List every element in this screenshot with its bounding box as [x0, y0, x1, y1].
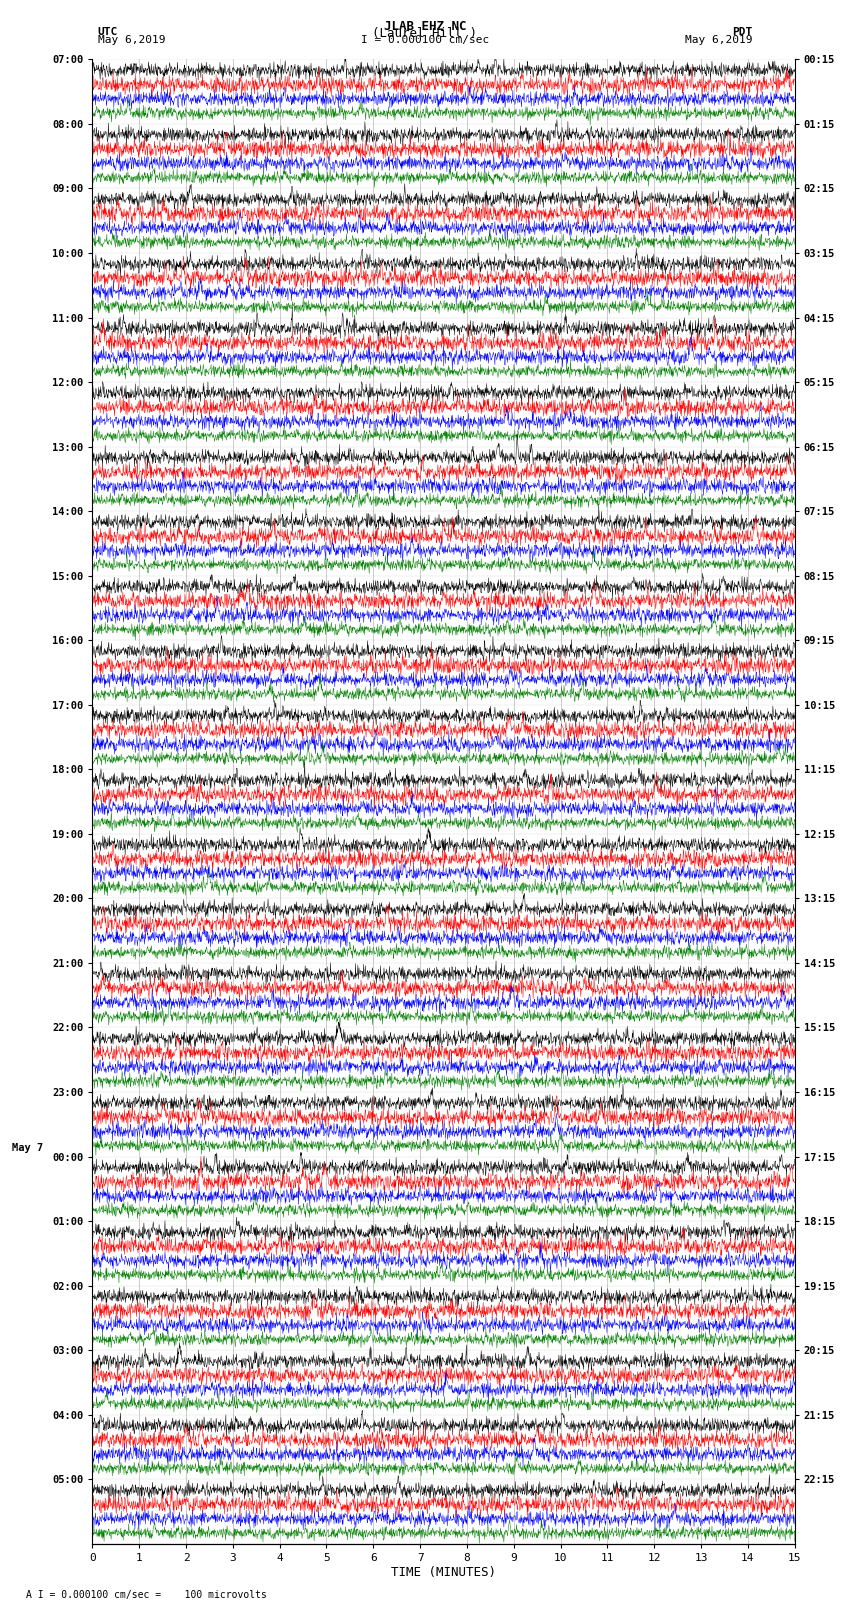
Text: PDT: PDT [732, 27, 752, 37]
Text: May 6,2019: May 6,2019 [685, 35, 752, 45]
Text: JLAB EHZ NC: JLAB EHZ NC [383, 19, 467, 34]
Text: May 6,2019: May 6,2019 [98, 35, 165, 45]
Text: A I = 0.000100 cm/sec =    100 microvolts: A I = 0.000100 cm/sec = 100 microvolts [26, 1590, 266, 1600]
X-axis label: TIME (MINUTES): TIME (MINUTES) [391, 1566, 496, 1579]
Text: (Laurel Hill ): (Laurel Hill ) [372, 27, 478, 40]
Text: I = 0.000100 cm/sec: I = 0.000100 cm/sec [361, 35, 489, 45]
Text: UTC: UTC [98, 27, 118, 37]
Text: May 7: May 7 [12, 1144, 43, 1153]
